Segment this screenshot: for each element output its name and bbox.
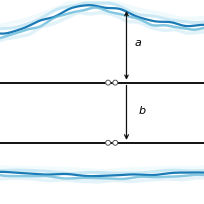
Circle shape	[113, 80, 118, 85]
Circle shape	[113, 140, 118, 145]
Circle shape	[106, 140, 111, 145]
Text: a: a	[135, 38, 142, 48]
Text: b: b	[139, 106, 146, 116]
Circle shape	[106, 80, 111, 85]
